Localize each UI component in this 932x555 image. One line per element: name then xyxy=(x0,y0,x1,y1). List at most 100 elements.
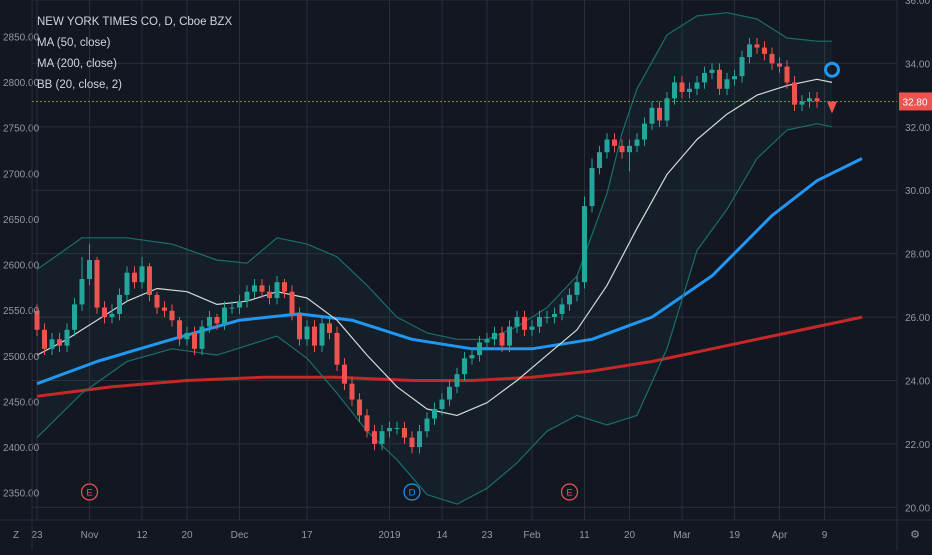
candle-body[interactable] xyxy=(454,374,460,387)
candle-body[interactable] xyxy=(154,294,160,308)
candle-body[interactable] xyxy=(364,415,370,432)
legend-symbol[interactable]: NEW YORK TIMES CO, D, Cboe BZX xyxy=(37,16,233,28)
candle-body[interactable] xyxy=(237,301,242,308)
candle-body[interactable] xyxy=(762,47,767,54)
legend-ma200[interactable]: MA (200, close) xyxy=(37,58,117,70)
candle-body[interactable] xyxy=(327,323,332,333)
candle-body[interactable] xyxy=(664,98,670,121)
candle-body[interactable] xyxy=(282,282,287,292)
candle-body[interactable] xyxy=(777,63,782,67)
candle-body[interactable] xyxy=(709,69,715,73)
candle-body[interactable] xyxy=(334,332,340,365)
candle-body[interactable] xyxy=(574,282,580,295)
candle-body[interactable] xyxy=(184,332,190,340)
candle-body[interactable] xyxy=(87,260,92,280)
alert-circle-icon[interactable] xyxy=(824,61,840,78)
candle-body[interactable] xyxy=(732,76,737,80)
ma200-line[interactable] xyxy=(36,315,863,398)
candle-body[interactable] xyxy=(597,152,602,169)
candle-body[interactable] xyxy=(394,428,400,430)
legend-ma50[interactable]: MA (50, close) xyxy=(37,37,111,49)
candle-body[interactable] xyxy=(739,57,745,77)
candle-body[interactable] xyxy=(484,339,490,343)
candle-body[interactable] xyxy=(559,304,565,314)
alert-pin-icon[interactable] xyxy=(827,101,837,114)
candle-body[interactable] xyxy=(642,123,647,140)
candle-body[interactable] xyxy=(267,291,272,299)
candle-body[interactable] xyxy=(687,88,692,92)
candle-body[interactable] xyxy=(42,329,47,349)
candle-body[interactable] xyxy=(649,107,655,124)
event-marker-e[interactable] xyxy=(80,483,99,501)
candle-body[interactable] xyxy=(109,313,115,318)
candle-body[interactable] xyxy=(124,272,130,295)
candle-body[interactable] xyxy=(514,317,520,327)
candle-body[interactable] xyxy=(312,326,317,346)
settings-gear-icon[interactable]: ⚙ xyxy=(910,529,920,541)
candle-body[interactable] xyxy=(289,291,295,314)
candle-body[interactable] xyxy=(447,386,452,400)
candle-body[interactable] xyxy=(657,107,662,121)
candle-body[interactable] xyxy=(214,317,220,324)
candle-body[interactable] xyxy=(537,317,542,327)
timezone-button[interactable]: Z xyxy=(13,530,19,541)
candle-body[interactable] xyxy=(252,285,257,292)
candle-body[interactable] xyxy=(297,313,302,340)
candle-body[interactable] xyxy=(49,339,55,349)
candle-body[interactable] xyxy=(567,294,572,305)
candle-body[interactable] xyxy=(349,383,355,400)
candle-body[interactable] xyxy=(807,98,812,102)
candle-body[interactable] xyxy=(304,326,310,340)
candle-body[interactable] xyxy=(147,266,152,295)
candle-body[interactable] xyxy=(132,272,137,283)
candle-body[interactable] xyxy=(417,431,422,448)
event-marker-d[interactable] xyxy=(403,483,421,501)
candle-body[interactable] xyxy=(477,342,482,356)
candle-body[interactable] xyxy=(462,358,467,375)
candle-body[interactable] xyxy=(79,279,85,305)
candle-body[interactable] xyxy=(529,326,535,330)
candle-body[interactable] xyxy=(694,82,700,89)
candle-body[interactable] xyxy=(784,66,790,83)
candle-body[interactable] xyxy=(229,307,235,309)
candle-body[interactable] xyxy=(612,139,617,146)
candle-body[interactable] xyxy=(792,82,797,105)
candle-body[interactable] xyxy=(94,260,100,308)
candle-body[interactable] xyxy=(64,329,70,346)
candle-body[interactable] xyxy=(769,53,775,64)
candle-body[interactable] xyxy=(814,98,820,102)
candle-body[interactable] xyxy=(139,266,145,283)
candle-body[interactable] xyxy=(469,355,475,359)
candle-body[interactable] xyxy=(357,399,362,416)
candle-body[interactable] xyxy=(604,139,610,153)
candle-body[interactable] xyxy=(379,431,385,444)
candle-body[interactable] xyxy=(102,307,107,318)
candle-body[interactable] xyxy=(507,326,512,346)
candle-body[interactable] xyxy=(499,332,505,346)
candle-body[interactable] xyxy=(627,145,632,153)
candle-body[interactable] xyxy=(724,79,730,89)
candle-body[interactable] xyxy=(582,206,587,283)
candle-body[interactable] xyxy=(589,168,595,207)
candle-body[interactable] xyxy=(522,317,527,330)
candle-body[interactable] xyxy=(492,332,497,340)
candle-body[interactable] xyxy=(799,101,805,105)
candle-body[interactable] xyxy=(402,428,407,438)
candle-body[interactable] xyxy=(274,282,280,299)
candle-body[interactable] xyxy=(372,431,377,444)
bollinger-lower-line[interactable] xyxy=(36,123,833,505)
candle-body[interactable] xyxy=(672,82,677,99)
candle-body[interactable] xyxy=(619,145,625,153)
candle-body[interactable] xyxy=(717,69,722,89)
candle-body[interactable] xyxy=(162,307,167,311)
candle-body[interactable] xyxy=(207,317,212,327)
candle-body[interactable] xyxy=(387,428,392,432)
candle-body[interactable] xyxy=(679,82,685,92)
candle-body[interactable] xyxy=(634,139,640,146)
candle-body[interactable] xyxy=(439,399,445,410)
candle-body[interactable] xyxy=(747,44,752,58)
candle-body[interactable] xyxy=(259,285,265,292)
